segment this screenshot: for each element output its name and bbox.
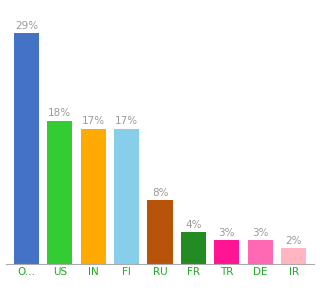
- Text: 2%: 2%: [285, 236, 302, 246]
- Bar: [281, 248, 306, 264]
- Text: 29%: 29%: [15, 20, 38, 31]
- Bar: [148, 200, 172, 264]
- Text: 3%: 3%: [219, 228, 235, 238]
- Bar: [14, 33, 39, 264]
- Bar: [214, 240, 239, 264]
- Text: 17%: 17%: [82, 116, 105, 126]
- Bar: [248, 240, 273, 264]
- Bar: [47, 121, 72, 264]
- Text: 8%: 8%: [152, 188, 168, 198]
- Text: 18%: 18%: [48, 108, 71, 118]
- Bar: [81, 128, 106, 264]
- Text: 4%: 4%: [185, 220, 202, 230]
- Bar: [181, 232, 206, 264]
- Bar: [114, 128, 139, 264]
- Text: 3%: 3%: [252, 228, 268, 238]
- Text: 17%: 17%: [115, 116, 138, 126]
